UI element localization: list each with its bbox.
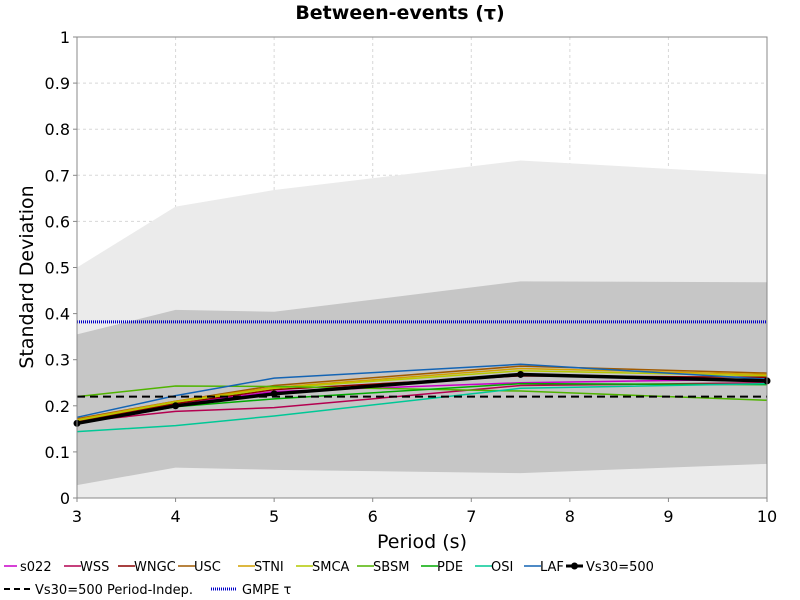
y-tick-label: 0.8 xyxy=(45,120,70,139)
legend-label: SBSM xyxy=(373,560,409,575)
y-tick-label: 0.9 xyxy=(45,74,70,93)
x-tick-label: 3 xyxy=(72,507,82,526)
axis-layer: 3 4 5 6 7 8 9 10 0 0.1 0.2 0.3 0.4 0.5 0.6 0.7 0.8 0.9 1 xyxy=(45,28,778,526)
legend: s022 WSS WNGC USC STNI SMCA SBSM PDE OSI LAF Vs30=… xyxy=(4,560,654,598)
series-line-sbsm xyxy=(76,385,768,402)
legend-label: Vs30=500 xyxy=(586,560,654,575)
legend-label: WSS xyxy=(80,560,109,575)
legend-label: USC xyxy=(194,560,221,575)
x-axis-label: Period (s) xyxy=(377,531,467,553)
y-tick-label: 0.1 xyxy=(45,443,70,462)
series-line-laf xyxy=(76,363,768,419)
y-tick-label: 0 xyxy=(60,489,70,508)
series-point-vs30-500 xyxy=(270,390,278,398)
legend-label: PDE xyxy=(437,560,463,575)
x-tick-label: 10 xyxy=(757,507,777,526)
legend-marker xyxy=(571,562,578,570)
x-tick-label: 8 xyxy=(565,507,575,526)
x-tick-label: 4 xyxy=(170,507,180,526)
y-tick-label: 0.4 xyxy=(45,305,70,324)
series-point-vs30-500 xyxy=(172,402,180,410)
series-line-osi xyxy=(76,382,768,433)
legend-label: WNGC xyxy=(134,560,176,575)
series-layer xyxy=(73,320,771,433)
y-tick-label: 1 xyxy=(60,28,70,47)
series-line-stni xyxy=(76,367,768,421)
x-tick-label: 5 xyxy=(269,507,279,526)
legend-label: SMCA xyxy=(312,560,350,575)
legend-label: s022 xyxy=(20,560,52,575)
y-tick-label: 0.3 xyxy=(45,351,70,370)
x-tick-label: 9 xyxy=(663,507,673,526)
series-point-vs30-500 xyxy=(517,370,525,378)
legend-label: GMPE τ xyxy=(242,583,291,598)
y-tick-label: 0.2 xyxy=(45,397,70,416)
x-tick-label: 6 xyxy=(368,507,378,526)
band-layer xyxy=(77,160,767,498)
y-axis-label: Standard Deviation xyxy=(16,185,38,368)
chart-title: Between-events (τ) xyxy=(295,2,505,24)
legend-label: Vs30=500 Period-Indep. xyxy=(35,583,193,598)
legend-label: LAF xyxy=(540,560,564,575)
y-tick-label: 0.5 xyxy=(45,259,70,278)
legend-label: OSI xyxy=(491,560,513,575)
y-tick-label: 0.7 xyxy=(45,166,70,185)
y-tick-label: 0.6 xyxy=(45,212,70,231)
x-tick-label: 7 xyxy=(466,507,476,526)
series-line-smca xyxy=(76,370,768,422)
legend-label: STNI xyxy=(254,560,284,575)
